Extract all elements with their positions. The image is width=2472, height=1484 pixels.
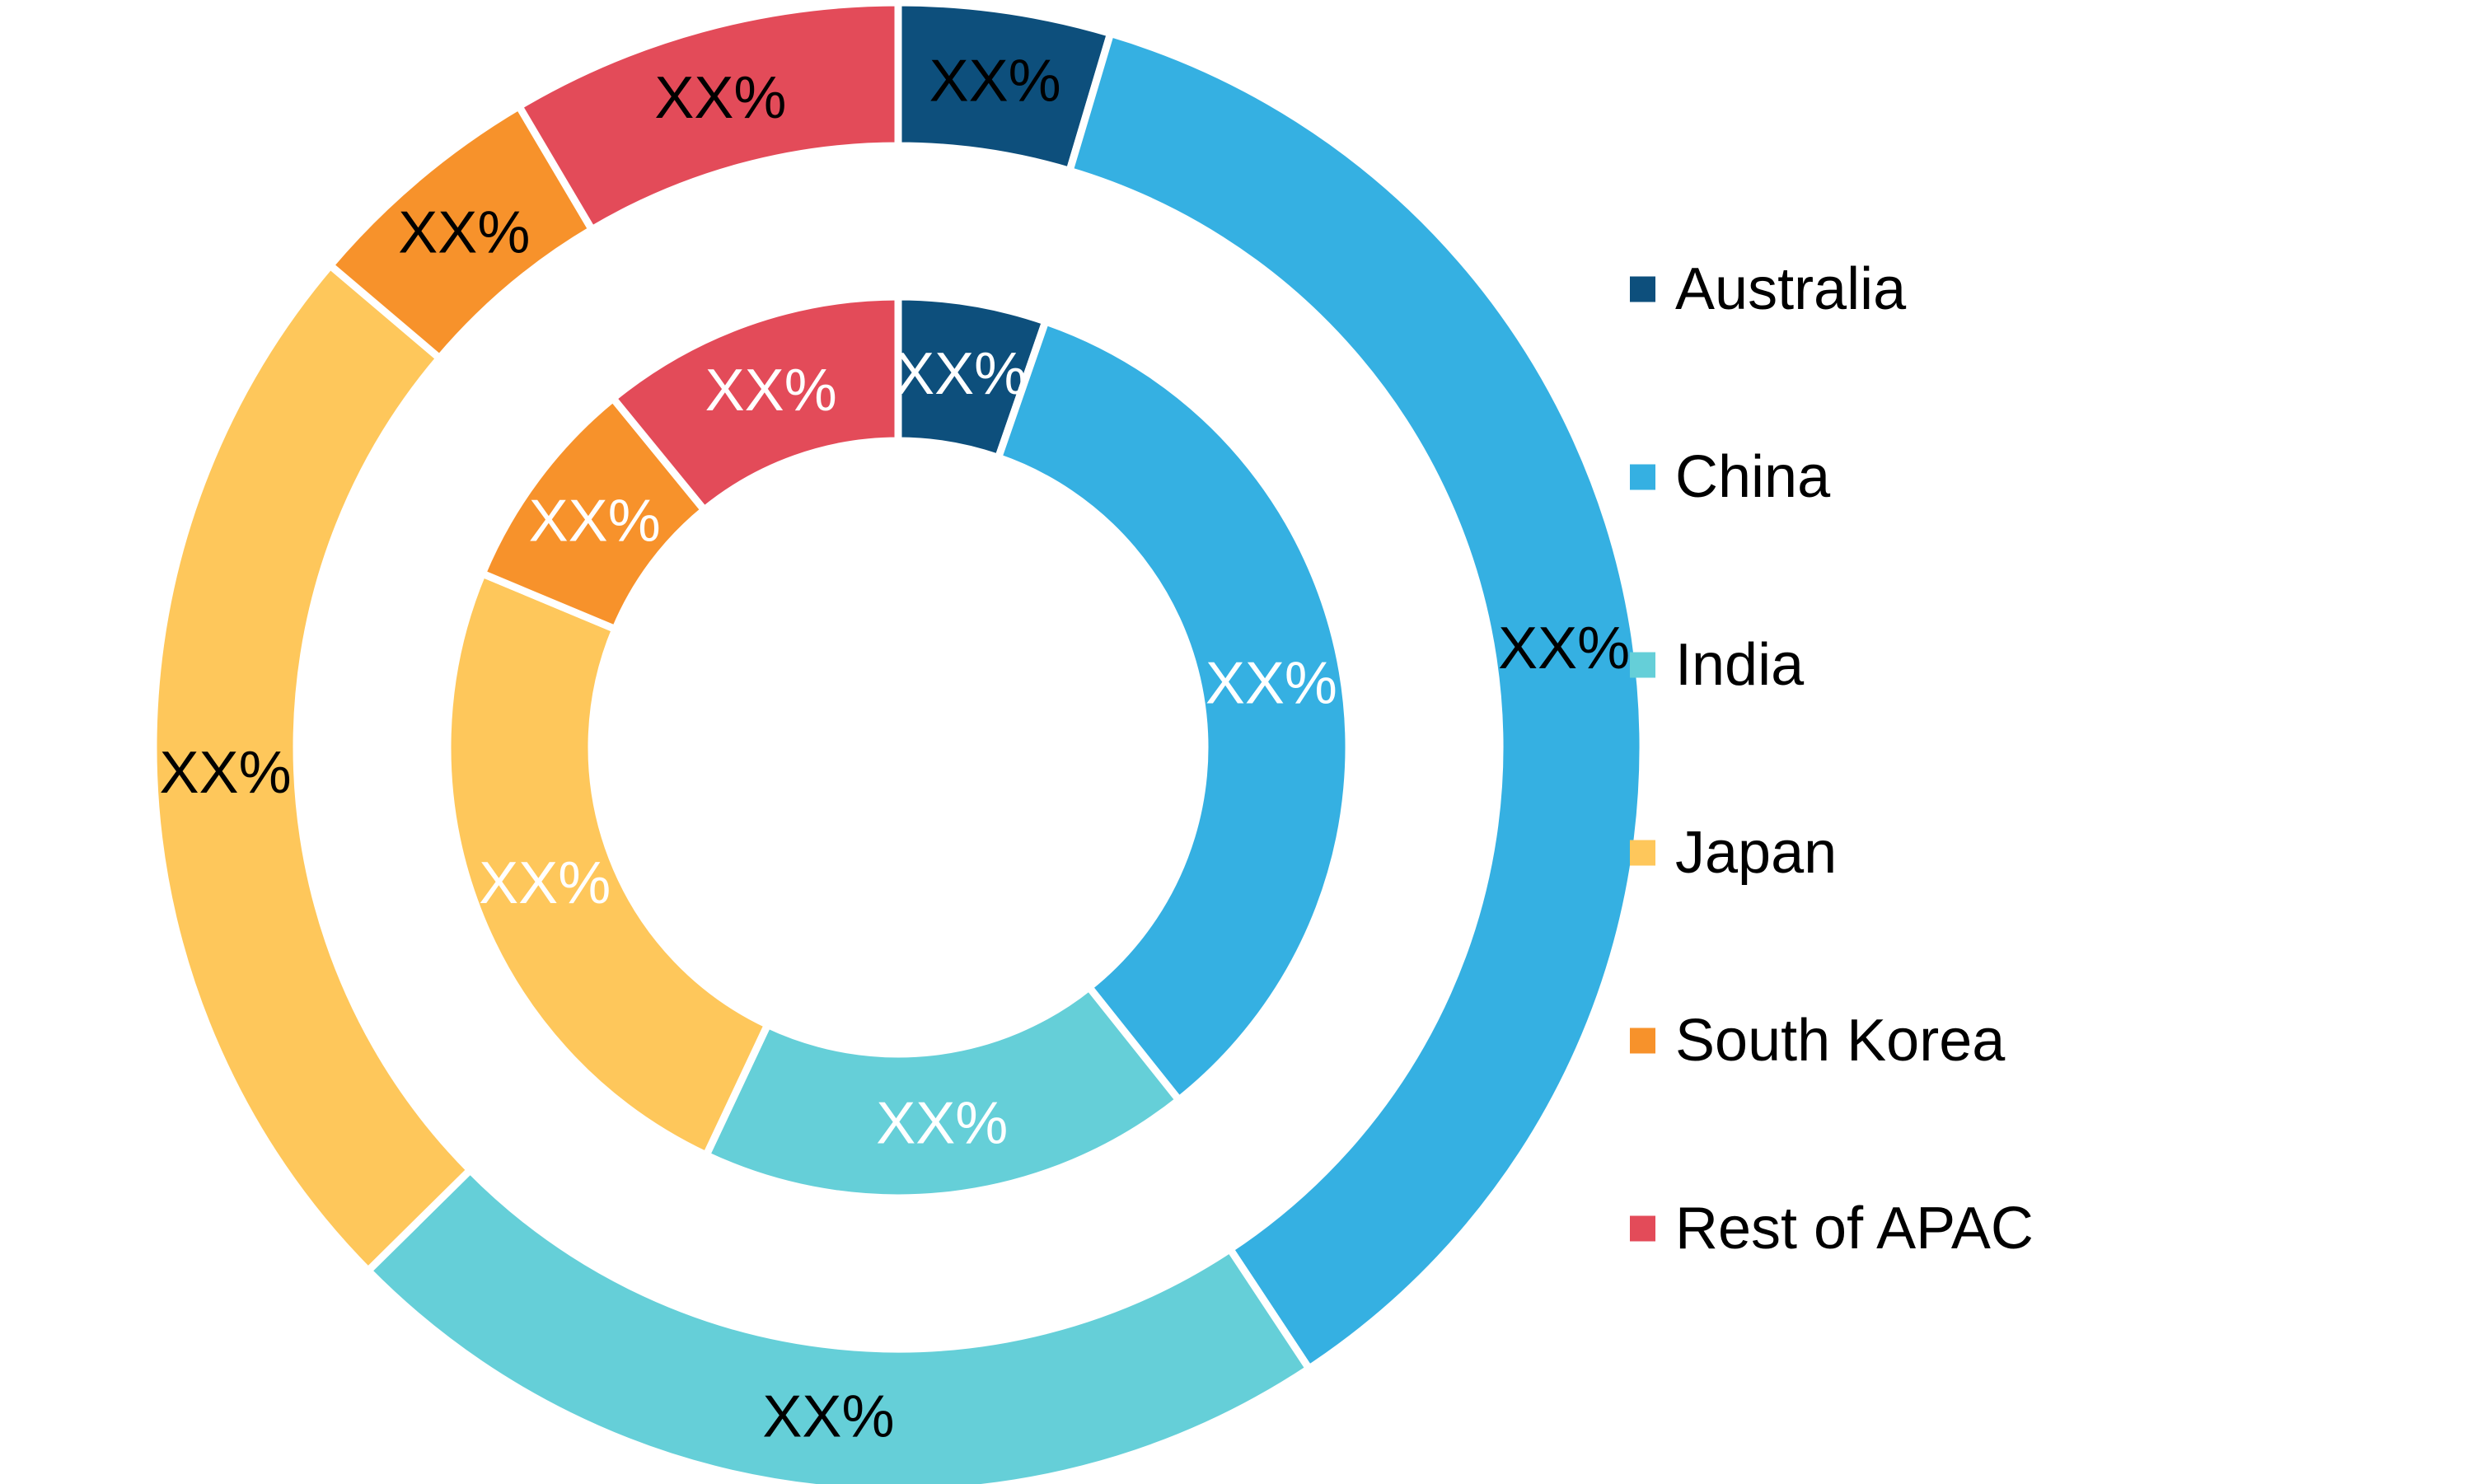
outer-label-china: XX% [1498, 616, 1630, 681]
outer-label-japan: XX% [160, 740, 292, 806]
legend-item-japan: Japan [1630, 820, 1837, 886]
legend-label-rest-of-apac: Rest of APAC [1675, 1196, 2034, 1262]
legend-swatch-japan [1630, 840, 1655, 866]
inner-label-japan: XX% [479, 850, 611, 916]
legend-item-rest-of-apac: Rest of APAC [1630, 1196, 2034, 1262]
inner-label-rest-of-apac: XX% [705, 358, 837, 424]
outer-label-india: XX% [762, 1384, 894, 1450]
outer-slice-rest-of-apac [513, 0, 902, 235]
outer-label-south-korea: XX% [398, 199, 530, 265]
legend-swatch-china [1630, 464, 1655, 490]
legend-swatch-australia [1630, 276, 1655, 302]
ring-labels: XX% XX% XX% XX% XX% XX% XX% XX% XX% XX% XX% XX% [160, 49, 1631, 1450]
legend-item-india: India [1630, 632, 1805, 698]
outer-label-australia: XX% [929, 49, 1061, 115]
inner-slice-india [701, 981, 1184, 1202]
legend-label-australia: Australia [1675, 256, 1907, 322]
inner-slice-china [993, 316, 1353, 1106]
legend-label-india: India [1675, 632, 1805, 698]
inner-slice-japan [443, 569, 773, 1160]
outer-ring [149, 0, 1647, 1484]
legend-swatch-south-korea [1630, 1028, 1655, 1054]
inner-label-india: XX% [876, 1090, 1008, 1156]
outer-slice-china [1065, 28, 1647, 1374]
outer-label-rest-of-apac: XX% [654, 65, 786, 131]
inner-label-china: XX% [1206, 650, 1337, 716]
legend-swatch-india [1630, 652, 1655, 678]
legend-item-china: China [1630, 444, 1831, 510]
legend-item-australia: Australia [1630, 256, 1907, 322]
inner-label-australia: XX% [895, 341, 1027, 407]
legend-label-japan: Japan [1675, 820, 1837, 886]
legend: Australia China India Japan South Korea Rest … [1630, 256, 2034, 1262]
inner-slice-rest-of-apac [607, 293, 902, 516]
inner-ring [443, 293, 1353, 1202]
legend-label-china: China [1675, 444, 1831, 510]
outer-slice-japan [149, 260, 475, 1276]
inner-label-south-korea: XX% [529, 488, 661, 554]
legend-swatch-rest-of-apac [1630, 1215, 1655, 1242]
legend-label-south-korea: South Korea [1675, 1008, 2006, 1074]
legend-item-south-korea: South Korea [1630, 1008, 2006, 1074]
